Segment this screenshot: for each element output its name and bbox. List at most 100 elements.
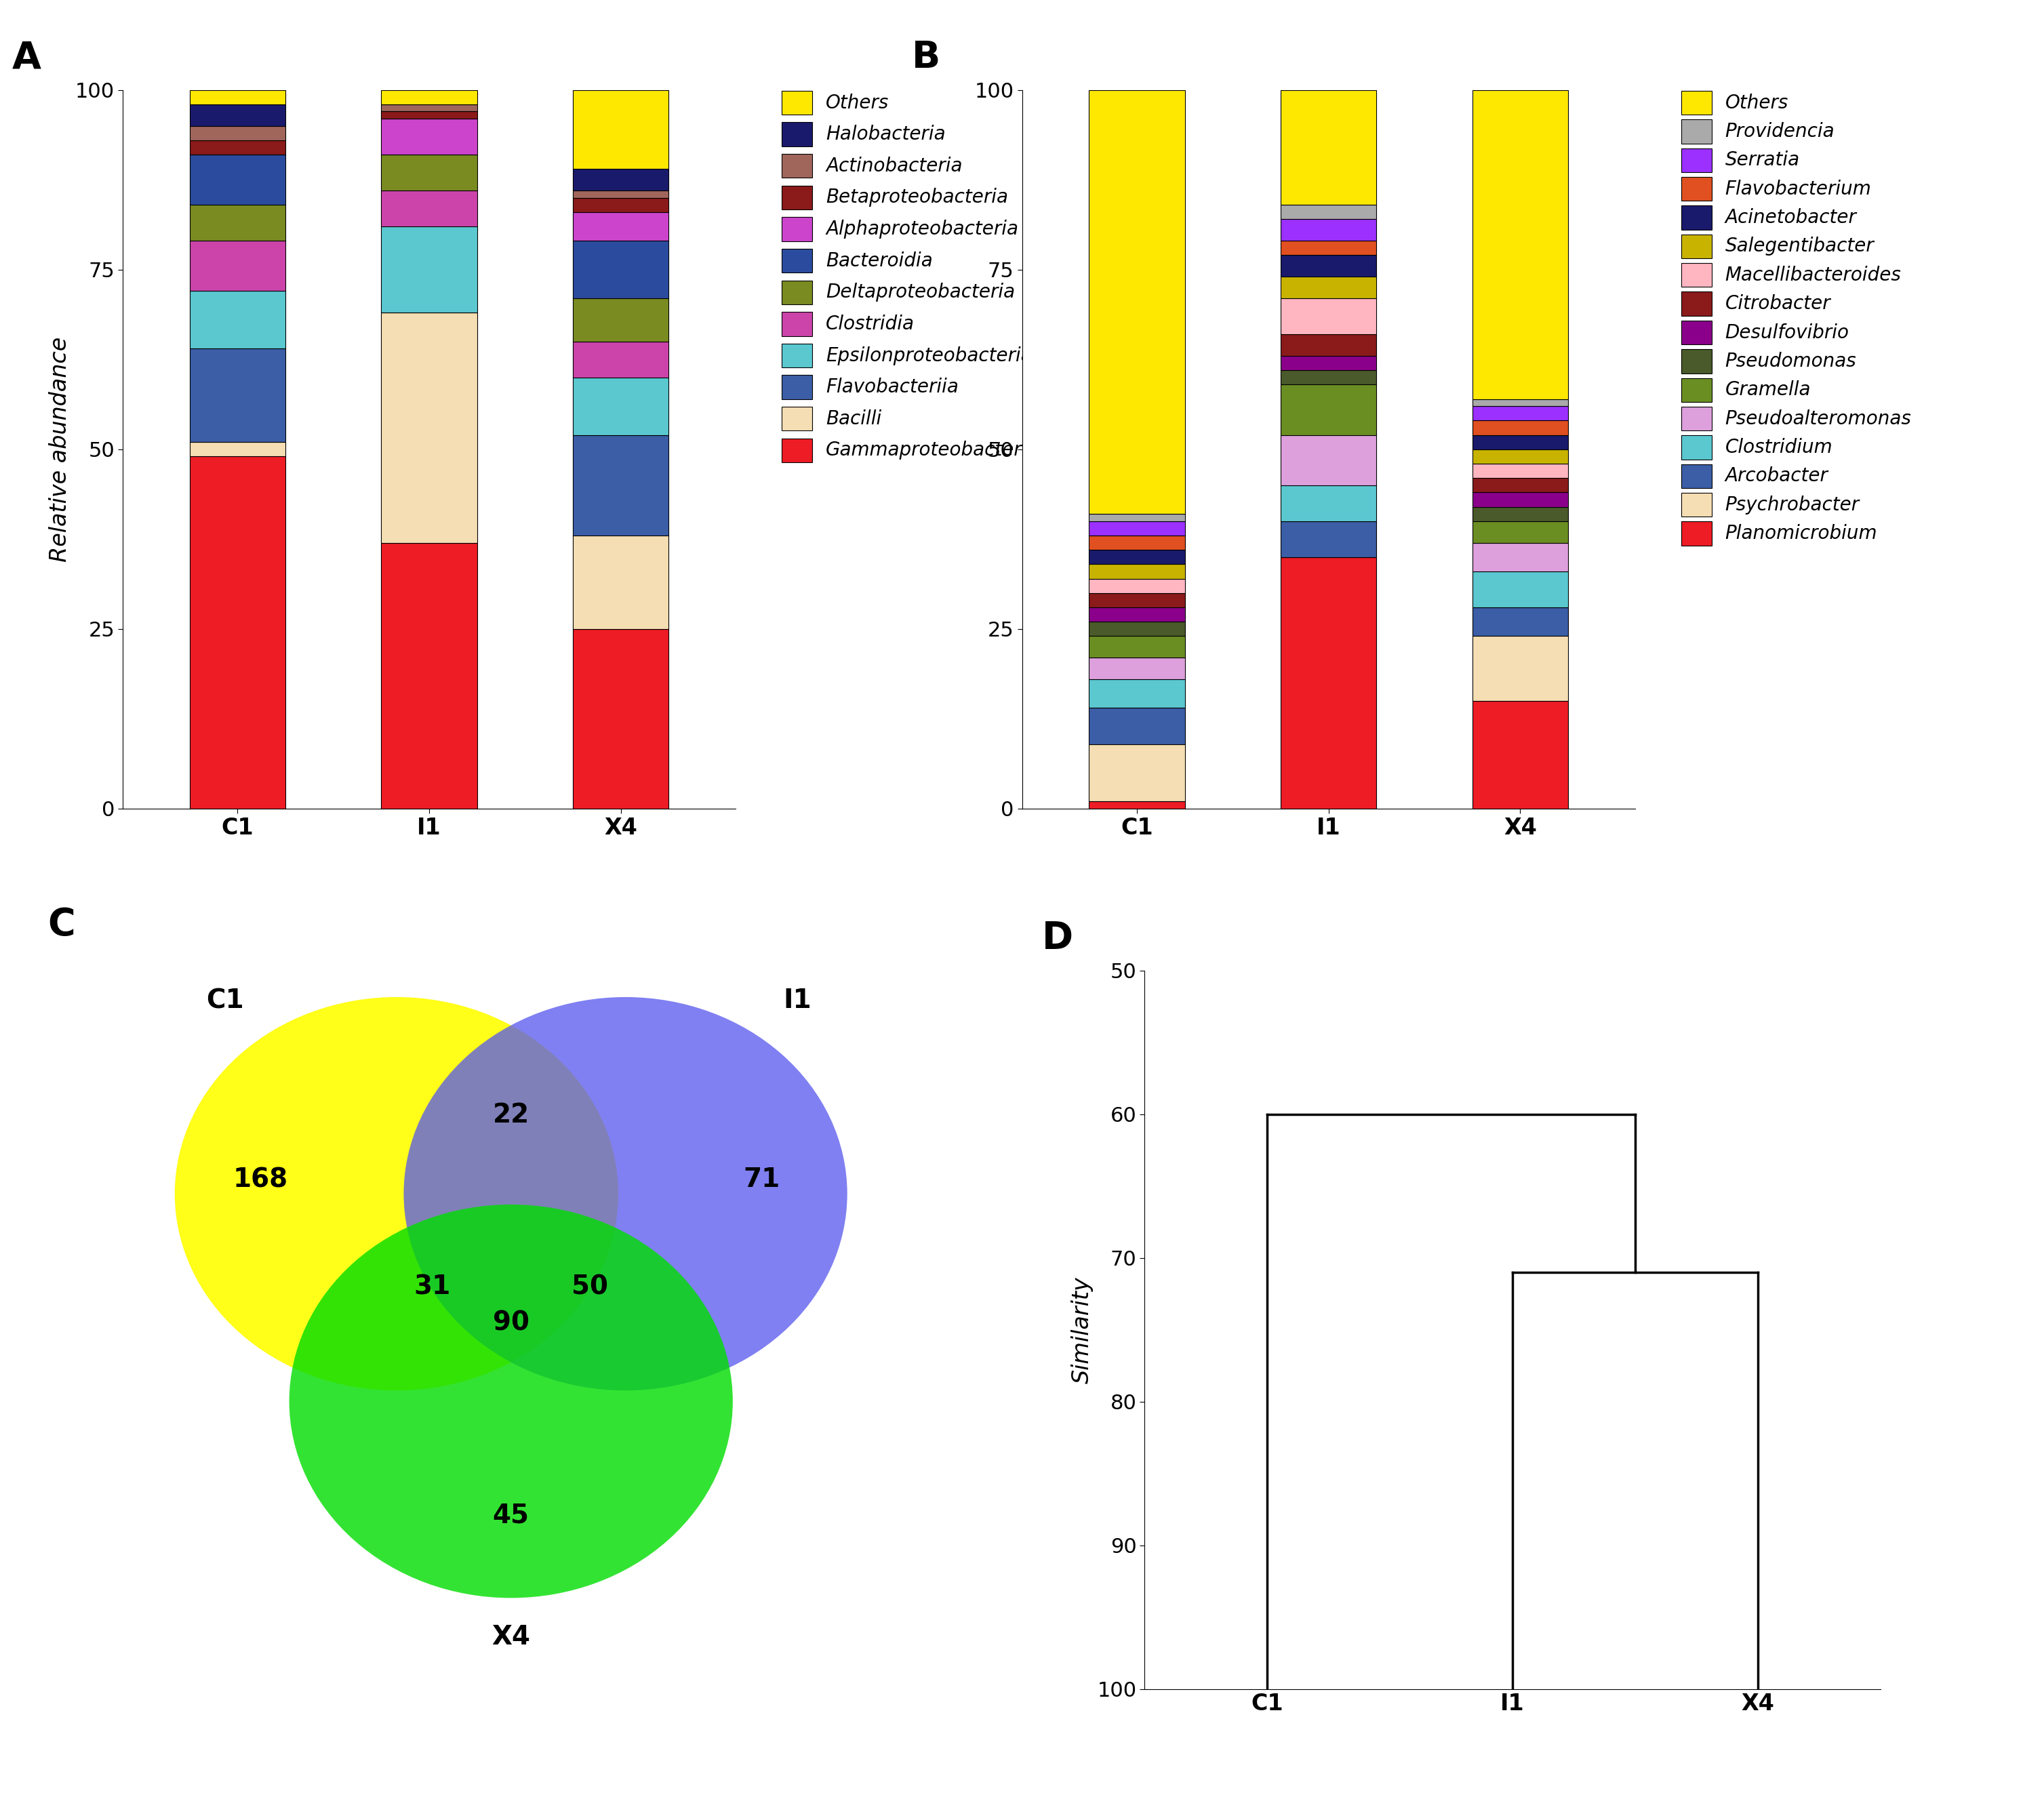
Text: B: B: [912, 40, 940, 75]
Bar: [190, 155, 286, 205]
Bar: [572, 298, 668, 341]
Bar: [1089, 658, 1186, 679]
Bar: [1089, 708, 1186, 744]
Bar: [572, 435, 668, 536]
Bar: [572, 90, 668, 169]
Ellipse shape: [174, 997, 617, 1391]
Bar: [190, 241, 286, 291]
Text: A: A: [12, 40, 41, 75]
Bar: [572, 629, 668, 809]
Text: I1: I1: [783, 988, 811, 1014]
Bar: [1089, 622, 1186, 636]
Bar: [1282, 485, 1376, 521]
Bar: [190, 456, 286, 809]
Bar: [1089, 564, 1186, 579]
Bar: [190, 442, 286, 456]
Bar: [1472, 607, 1568, 636]
Bar: [382, 155, 476, 190]
Bar: [1472, 701, 1568, 809]
Bar: [1089, 90, 1186, 514]
Text: C1: C1: [206, 988, 243, 1014]
Bar: [1089, 607, 1186, 622]
Bar: [382, 104, 476, 111]
Text: X4: X4: [493, 1624, 529, 1650]
Bar: [190, 205, 286, 241]
Bar: [382, 90, 476, 104]
Legend: Others, Halobacteria, Actinobacteria, Betaproteobacteria, Alphaproteobacteria, B: Others, Halobacteria, Actinobacteria, Be…: [775, 84, 1047, 469]
Bar: [1089, 579, 1186, 593]
Bar: [382, 190, 476, 226]
Bar: [572, 169, 668, 190]
Bar: [1282, 90, 1376, 205]
Bar: [572, 241, 668, 298]
Bar: [1282, 356, 1376, 370]
Bar: [1089, 521, 1186, 536]
Bar: [382, 226, 476, 313]
Text: 168: 168: [233, 1166, 288, 1193]
Bar: [1472, 449, 1568, 464]
Bar: [1472, 435, 1568, 449]
Bar: [572, 536, 668, 629]
Bar: [1282, 205, 1376, 219]
Bar: [1282, 370, 1376, 385]
Bar: [1282, 255, 1376, 277]
Bar: [572, 198, 668, 212]
Bar: [190, 140, 286, 155]
Text: C: C: [47, 906, 76, 943]
Bar: [1472, 478, 1568, 492]
Bar: [1282, 385, 1376, 435]
Bar: [1089, 514, 1186, 521]
Bar: [1472, 406, 1568, 420]
Bar: [1282, 298, 1376, 334]
Bar: [1089, 593, 1186, 607]
Bar: [572, 341, 668, 377]
Bar: [1472, 571, 1568, 607]
Bar: [572, 377, 668, 435]
Text: 50: 50: [572, 1274, 607, 1299]
Bar: [1282, 334, 1376, 356]
Bar: [572, 190, 668, 198]
Bar: [1089, 536, 1186, 550]
Bar: [1282, 241, 1376, 255]
Text: 45: 45: [493, 1502, 529, 1529]
Y-axis label: Relative abundance: Relative abundance: [49, 336, 72, 562]
Bar: [382, 111, 476, 119]
Bar: [1472, 636, 1568, 701]
Bar: [382, 119, 476, 155]
Bar: [190, 291, 286, 349]
Text: 31: 31: [415, 1274, 450, 1299]
Bar: [190, 126, 286, 140]
Bar: [1282, 277, 1376, 298]
Text: 22: 22: [493, 1102, 529, 1129]
Bar: [1472, 521, 1568, 543]
Bar: [1282, 557, 1376, 809]
Bar: [1472, 492, 1568, 507]
Bar: [1472, 464, 1568, 478]
Bar: [1472, 507, 1568, 521]
Bar: [1472, 399, 1568, 406]
Bar: [1472, 543, 1568, 571]
Bar: [1089, 636, 1186, 658]
Bar: [1472, 420, 1568, 435]
Bar: [572, 212, 668, 241]
Ellipse shape: [290, 1204, 734, 1598]
Bar: [1282, 219, 1376, 241]
Bar: [1089, 550, 1186, 564]
Text: D: D: [1042, 920, 1073, 956]
Bar: [1282, 435, 1376, 485]
Bar: [190, 104, 286, 126]
Bar: [190, 349, 286, 442]
Text: 71: 71: [744, 1166, 779, 1193]
Bar: [190, 90, 286, 104]
Bar: [1472, 90, 1568, 399]
Y-axis label: Similarity: Similarity: [1071, 1276, 1094, 1384]
Legend: Others, Providencia, Serratia, Flavobacterium, Acinetobacter, Salegentibacter, M: Others, Providencia, Serratia, Flavobact…: [1674, 84, 1919, 552]
Ellipse shape: [405, 997, 846, 1391]
Bar: [1089, 679, 1186, 708]
Text: 90: 90: [493, 1310, 529, 1335]
Bar: [1089, 744, 1186, 801]
Bar: [382, 313, 476, 543]
Bar: [1089, 801, 1186, 809]
Bar: [1282, 521, 1376, 557]
Bar: [382, 543, 476, 809]
